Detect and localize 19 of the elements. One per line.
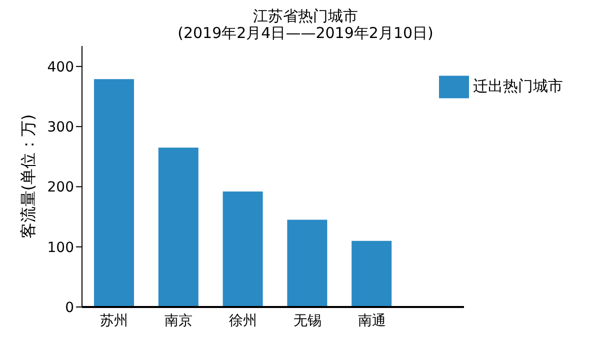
y-tick-label: 300: [47, 120, 74, 136]
y-tick-label: 100: [47, 240, 74, 256]
x-tick-label: 南通: [358, 312, 386, 329]
y-tick-label: 200: [47, 180, 74, 196]
bar: [158, 148, 198, 307]
chart-title: 江苏省热门城市: [252, 7, 359, 25]
x-tick-label: 徐州: [229, 312, 257, 329]
x-tick-label: 南京: [164, 312, 193, 329]
bar: [287, 220, 328, 307]
y-tick-label: 0: [65, 300, 74, 316]
x-tick-label: 苏州: [100, 312, 128, 329]
y-tick-label: 400: [47, 59, 74, 76]
legend-label: 迁出热门城市: [473, 77, 563, 96]
bar: [352, 240, 392, 307]
bar: [222, 192, 263, 307]
x-tick-label: 无锡: [293, 312, 322, 329]
y-axis-title: 客流量(单位：万): [18, 114, 38, 239]
chart-subtitle: (2019年2月4日——2019年2月10日): [176, 24, 434, 42]
bar: [94, 79, 134, 307]
